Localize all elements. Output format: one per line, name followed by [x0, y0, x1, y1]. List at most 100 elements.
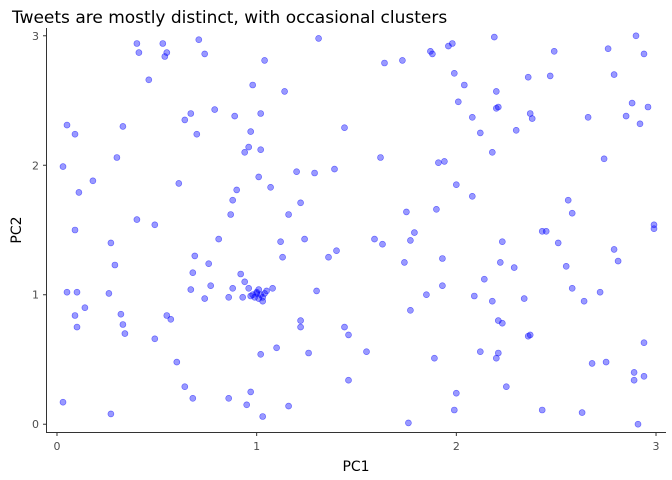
data-point — [71, 130, 79, 138]
data-point — [105, 290, 113, 297]
data-point — [431, 354, 438, 362]
data-point — [588, 360, 596, 367]
data-point — [452, 389, 460, 397]
data-point — [345, 376, 352, 384]
data-point — [450, 406, 458, 414]
data-point — [257, 350, 265, 358]
x-axis-ticks: 0 1 2 3 — [53, 432, 660, 453]
data-point — [133, 216, 141, 223]
data-point — [476, 129, 484, 137]
data-point — [492, 88, 500, 95]
data-point — [454, 98, 462, 106]
data-point — [468, 114, 476, 121]
data-point — [538, 406, 546, 414]
data-point — [277, 238, 284, 245]
x-axis-label: PC1 — [342, 459, 369, 475]
y-tick-label: 1 — [32, 289, 39, 302]
data-point — [89, 177, 97, 185]
data-point — [441, 158, 448, 165]
data-point — [494, 349, 502, 357]
data-point — [568, 284, 576, 292]
data-point — [181, 116, 189, 124]
data-point — [63, 288, 71, 296]
data-point — [281, 88, 288, 95]
data-point — [285, 402, 292, 410]
data-point — [233, 186, 240, 194]
data-point — [297, 317, 304, 324]
data-point — [111, 261, 119, 269]
data-point — [480, 275, 488, 283]
x-tick-label: 2 — [453, 440, 460, 453]
data-point — [189, 394, 197, 402]
data-point — [59, 163, 67, 170]
data-point — [488, 149, 496, 156]
data-point — [315, 35, 322, 42]
data-point — [490, 33, 498, 41]
data-point — [187, 286, 195, 293]
data-point — [333, 247, 340, 254]
data-point — [407, 306, 414, 314]
data-point — [189, 269, 197, 277]
data-point — [640, 339, 648, 347]
data-point — [526, 331, 534, 339]
data-point — [600, 155, 608, 163]
data-point — [227, 211, 234, 218]
data-point — [448, 40, 456, 47]
data-point — [269, 284, 276, 292]
data-point — [161, 53, 169, 60]
y-axis-ticks: 0 1 2 3 — [32, 30, 47, 431]
data-point — [167, 315, 175, 323]
data-point — [325, 253, 332, 261]
data-point — [610, 246, 618, 253]
data-point — [341, 323, 348, 331]
data-point — [650, 225, 658, 232]
data-point — [145, 76, 153, 84]
data-point — [311, 169, 318, 177]
data-point — [476, 348, 484, 356]
data-point — [460, 81, 468, 89]
data-point — [261, 57, 268, 64]
data-point — [341, 124, 348, 131]
data-point — [407, 237, 414, 244]
data-point — [163, 312, 171, 319]
data-point — [584, 114, 592, 121]
data-point — [113, 154, 121, 161]
data-point — [273, 344, 280, 352]
data-point — [215, 235, 222, 243]
data-point — [239, 293, 246, 301]
data-point — [297, 323, 304, 331]
x-tick-label: 0 — [53, 440, 60, 453]
data-point — [345, 331, 352, 339]
data-point — [187, 110, 195, 117]
x-tick-label: 1 — [253, 440, 260, 453]
data-point — [470, 292, 478, 300]
data-point — [301, 235, 308, 243]
data-point — [133, 40, 141, 47]
data-point — [279, 253, 286, 261]
data-point — [520, 295, 528, 302]
data-point — [151, 221, 159, 229]
data-point — [297, 199, 304, 207]
data-point — [205, 260, 212, 268]
data-point — [73, 288, 81, 296]
data-point — [640, 50, 648, 58]
data-point — [379, 240, 386, 248]
data-point — [550, 47, 558, 55]
data-point — [135, 49, 143, 56]
data-point — [259, 293, 267, 301]
data-point — [423, 291, 430, 299]
data-point — [201, 295, 208, 302]
data-point — [245, 284, 252, 292]
data-point — [405, 419, 412, 427]
data-point — [107, 410, 115, 418]
data-point — [512, 127, 520, 134]
data-point — [562, 262, 570, 270]
data-point — [630, 369, 638, 376]
data-point — [640, 372, 648, 380]
data-point — [257, 110, 265, 117]
data-point — [628, 99, 636, 107]
data-point — [163, 49, 171, 56]
data-point — [263, 287, 270, 295]
data-point — [191, 252, 199, 260]
data-point — [580, 297, 588, 305]
